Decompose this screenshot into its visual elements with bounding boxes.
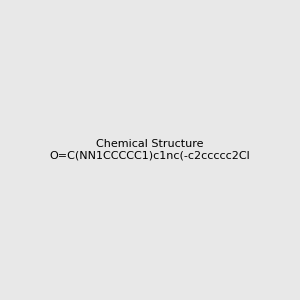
Text: Chemical Structure
O=C(NN1CCCCC1)c1nc(-c2ccccc2Cl: Chemical Structure O=C(NN1CCCCC1)c1nc(-c… [50,139,250,161]
